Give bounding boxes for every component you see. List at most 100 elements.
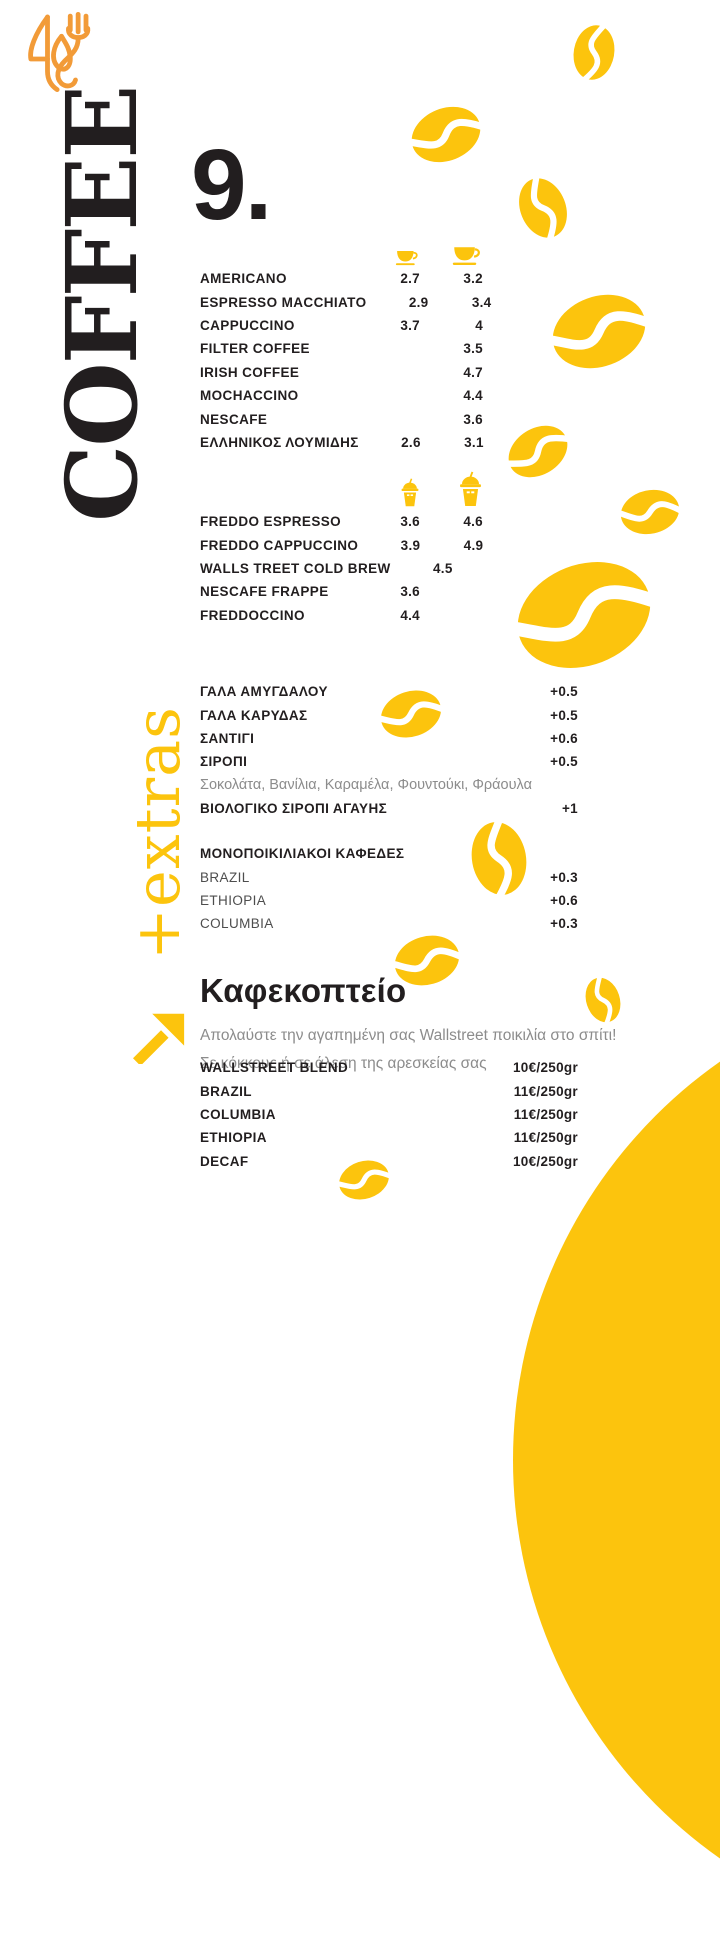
item-price-small: 4.4 xyxy=(400,607,420,623)
item-name: ΓΑΛΑ ΑΜΥΓΔΑΛΟΥ xyxy=(200,684,328,700)
item-name: ΣΑΝΤΙΓΙ xyxy=(200,730,255,746)
item-name: BRAZIL xyxy=(200,869,250,885)
item-price-small: 2.6 xyxy=(401,434,421,450)
coffee-bean-icon xyxy=(507,562,662,668)
item-name: COLUMBIA xyxy=(200,916,274,932)
coffee-bean-icon xyxy=(545,294,653,369)
coffee-bean-icon xyxy=(585,974,621,1027)
item-name: FREDDO ESPRESSO xyxy=(200,514,342,530)
page-number: 9. xyxy=(191,129,272,241)
espresso-cup-icon xyxy=(393,249,420,267)
item-price-small: 4.5 xyxy=(432,560,453,576)
roastery-line1: Απολαύστε την αγαπημένη σας Wallstreet π… xyxy=(200,1027,617,1044)
coffee-bean-icon xyxy=(505,425,572,478)
item-price: +0.5 xyxy=(550,754,578,770)
menu-row: ΣΑΝΤΙΓΙ +0.6 xyxy=(200,727,578,750)
iced-cup-large-icon xyxy=(458,471,483,507)
arrow-up-right-icon xyxy=(133,1013,185,1064)
menu-row: MOCHACCINO 4.4 xyxy=(200,384,483,407)
item-price: +0.5 xyxy=(550,707,578,723)
item-name: FILTER COFFEE xyxy=(200,341,310,357)
item-name: AMERICANO xyxy=(200,271,287,287)
item-price-small: 3.9 xyxy=(400,537,421,553)
hot-coffee-size-icons xyxy=(200,240,483,267)
roastery-line2: Σε κόκκους ή σε άλεση της αρεσκείας σας xyxy=(200,1055,487,1072)
menu-row: FREDDO CAPPUCCINO 3.9 4.9 xyxy=(200,533,483,556)
item-price-large: 4.4 xyxy=(463,388,483,404)
item-price: +0.3 xyxy=(550,869,578,885)
menu-row: ΓΑΛΑ ΚΑΡΥΔΑΣ +0.5 xyxy=(200,703,578,726)
item-name: DECAF xyxy=(200,1153,249,1169)
item-name: ΒΙΟΛΟΓΙΚΟ ΣΙΡΟΠΙ ΑΓΑΥΗΣ xyxy=(200,801,388,817)
menu-row: AMERICANO 2.7 3.2 xyxy=(200,267,483,290)
item-price-small: 2.9 xyxy=(408,294,429,310)
item-name: ΓΑΛΑ ΚΑΡΥΔΑΣ xyxy=(200,707,308,723)
item-price: +0.5 xyxy=(550,684,578,700)
item-price: 11€/250gr xyxy=(513,1106,578,1122)
item-price-large: 4.9 xyxy=(463,537,484,553)
item-price-small: 2.7 xyxy=(400,271,420,287)
menu-row: FREDDOCCINO 4.4 xyxy=(200,604,483,627)
hot-coffee-list: AMERICANO 2.7 3.2 ESPRESSO MACCHIATO 2.9 3.4… xyxy=(200,267,491,454)
item-name: CAPPUCCINO xyxy=(200,317,295,333)
page-title-vertical: COFFEE xyxy=(45,86,159,522)
menu-row: BRAZIL 11€/250gr xyxy=(200,1079,578,1102)
menu-row: ΣΙΡΟΠΙ +0.5 xyxy=(200,750,578,773)
section-title: ΜΟΝΟΠΟΙΚΙΛΙΑΚΟΙ ΚΑΦΕΔΕΣ xyxy=(200,846,405,862)
item-price-large: 3.1 xyxy=(464,434,484,450)
menu-row: WALLSTREET BLEND 10€/250gr xyxy=(200,1056,578,1079)
item-price: +0.6 xyxy=(550,730,578,746)
item-name: ΣΙΡΟΠΙ xyxy=(200,754,248,770)
menu-row: COLUMBIA +0.3 xyxy=(200,912,578,935)
menu-row: BRAZIL +0.3 xyxy=(200,865,578,888)
menu-row: WALLS TREET COLD BREW 4.5 xyxy=(200,557,483,580)
menu-row: ETHIOPIA 11€/250gr xyxy=(200,1126,578,1149)
iced-cup-small-icon xyxy=(400,478,420,507)
cold-coffee-list: FREDDO ESPRESSO 3.6 4.6 FREDDO CAPPUCCINO 3… xyxy=(200,510,483,627)
item-name: ETHIOPIA xyxy=(200,892,267,908)
roastery-description: Απολαύστε την αγαπημένη σας Wallstreet π… xyxy=(200,1022,616,1078)
section-heading-row: ΜΟΝΟΠΟΙΚΙΛΙΑΚΟΙ ΚΑΦΕΔΕΣ xyxy=(200,842,578,865)
syrup-flavors: Σοκολάτα, Βανίλια, Καραμέλα, Φουντούκι, … xyxy=(200,777,532,794)
menu-row: COLUMBIA 11€/250gr xyxy=(200,1103,578,1126)
item-name: ESPRESSO MACCHIATO xyxy=(200,294,367,310)
menu-row: ESPRESSO MACCHIATO 2.9 3.4 xyxy=(200,290,491,313)
item-name: WALLSTREET BLEND xyxy=(200,1060,349,1076)
item-price: 11€/250gr xyxy=(513,1083,578,1099)
item-name: NESCAFE FRAPPE xyxy=(200,584,329,600)
item-name: FREDDOCCINO xyxy=(200,607,305,623)
menu-row: NESCAFE 3.6 xyxy=(200,407,483,430)
menu-row: ΕΛΛΗΝΙΚΟΣ ΛΟΥΜΙΔΗΣ 2.6 3.1 xyxy=(200,431,483,454)
coffee-bean-icon xyxy=(335,1160,394,1200)
coffee-bean-icon xyxy=(389,935,465,986)
coffee-bean-icon xyxy=(519,173,567,243)
item-price: 10€/250gr xyxy=(513,1060,578,1076)
menu-row: DECAF 10€/250gr xyxy=(200,1150,578,1173)
item-name: ΕΛΛΗΝΙΚΟΣ ΛΟΥΜΙΔΗΣ xyxy=(200,434,359,450)
menu-row: ΓΑΛΑ ΑΜΥΓΔΑΛΟΥ +0.5 xyxy=(200,680,578,703)
item-price-large: 3.2 xyxy=(463,271,483,287)
menu-row: IRISH COFFEE 4.7 xyxy=(200,361,483,384)
cold-coffee-size-icons xyxy=(200,470,483,507)
item-name: MOCHACCINO xyxy=(200,388,299,404)
item-price: 10€/250gr xyxy=(513,1153,578,1169)
menu-row: FREDDO ESPRESSO 3.6 4.6 xyxy=(200,510,483,533)
item-name: IRISH COFFEE xyxy=(200,364,300,380)
item-price-small: 3.6 xyxy=(400,584,420,600)
item-price-large: 3.6 xyxy=(463,411,483,427)
item-price-large: 4.6 xyxy=(463,514,483,530)
item-name: NESCAFE xyxy=(200,411,268,427)
item-name: FREDDO CAPPUCCINO xyxy=(200,537,359,553)
item-name: COLUMBIA xyxy=(200,1106,276,1122)
coffee-bean-icon xyxy=(406,106,486,163)
item-price: 11€/250gr xyxy=(513,1130,578,1146)
roastery-title: Καφεκοπτείο xyxy=(200,972,407,1009)
coffee-cup-icon xyxy=(449,245,483,267)
item-price-large: 3.5 xyxy=(463,341,483,357)
coffee-bean-icon xyxy=(573,22,615,84)
extras-list: ΓΑΛΑ ΑΜΥΓΔΑΛΟΥ +0.5 ΓΑΛΑ ΚΑΡΥΔΑΣ +0.5 ΣΑΝΤ… xyxy=(200,680,578,820)
menu-row: FILTER COFFEE 3.5 xyxy=(200,337,483,360)
syrup-flavors-row: Σοκολάτα, Βανίλια, Καραμέλα, Φουντούκι, … xyxy=(200,774,578,797)
single-origin-list: ΜΟΝΟΠΟΙΚΙΛΙΑΚΟΙ ΚΑΦΕΔΕΣ BRAZIL +0.3 ETHIO… xyxy=(200,842,578,936)
item-price: +0.3 xyxy=(550,916,578,932)
